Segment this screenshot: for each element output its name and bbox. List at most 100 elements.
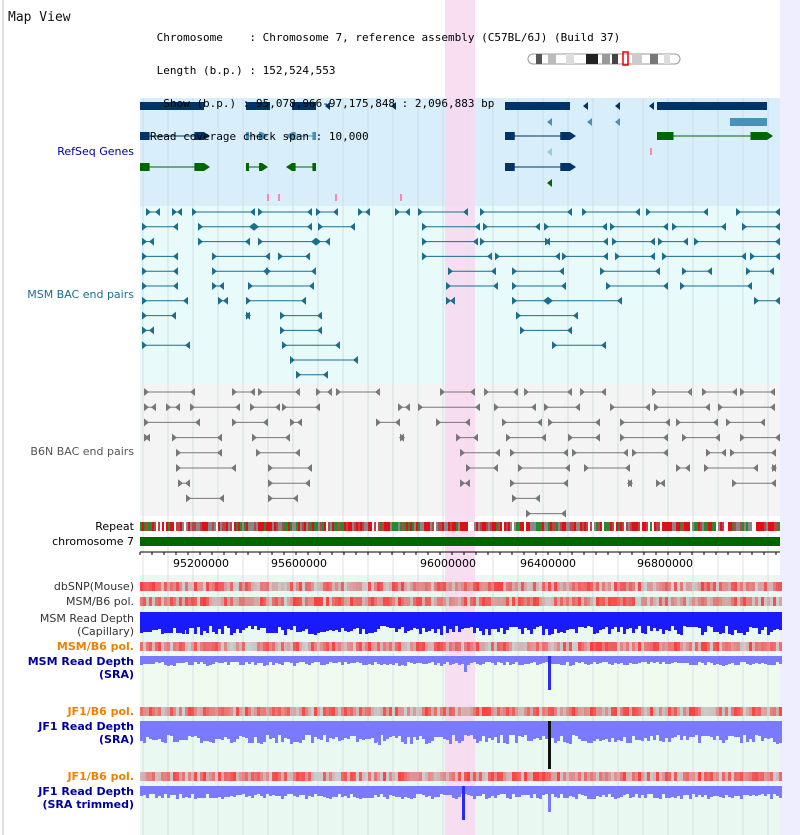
msm-capillary-depth-bar: [407, 612, 410, 631]
repeat-segment: [142, 522, 144, 531]
msm-b6-pol-cell: [677, 597, 680, 606]
msm-b6-pol-cell: [263, 642, 266, 651]
repeat-segment: [402, 522, 404, 531]
msm-sra-depth-bar: [776, 656, 779, 662]
msm-capillary-depth-bar: [422, 612, 425, 628]
msm-bac-end: [422, 237, 427, 246]
jf1-b6-pol-cell: [635, 772, 638, 781]
refseq-track-label[interactable]: RefSeq Genes: [57, 145, 134, 158]
b6n-bac-end: [250, 388, 255, 396]
jf1-b6-pol-cell: [308, 707, 311, 716]
jf1-trimmed-depth-bar: [512, 786, 515, 794]
jf1-b6-pol-cell: [221, 772, 224, 781]
jf1-trimmed-depth-bar: [353, 786, 356, 797]
b6n-bac-track-label[interactable]: B6N BAC end pairs: [30, 445, 134, 458]
dbsnp-cell: [320, 582, 323, 591]
msm-b6-pol-cell: [440, 642, 443, 651]
b6n-bac-end: [405, 403, 410, 412]
msm-bac-track-label[interactable]: MSM BAC end pairs: [27, 288, 134, 301]
msm-sra-depth-bar: [704, 656, 707, 665]
repeat-segment: [494, 522, 496, 531]
msm-b6-pol-cell: [374, 642, 377, 651]
jf1-trimmed-depth-bar: [584, 786, 587, 796]
jf1-trimmed-depth-bar: [698, 786, 701, 795]
repeat-segment: [198, 522, 200, 531]
jf1-sra-depth-bar: [608, 721, 611, 742]
msm-sra-depth-bar: [380, 656, 383, 665]
jf1-trimmed-depth-bar: [446, 786, 449, 795]
jf1-read-depth-trim-label[interactable]: JF1 Read Depth: [38, 785, 134, 798]
jf1-b6-pol-cell: [197, 772, 200, 781]
jf1-trimmed-depth-bar: [359, 786, 362, 799]
jf1-trimmed-depth-bar: [419, 786, 422, 794]
jf1-sra-depth-bar: [161, 721, 164, 742]
msm-sra-depth-bar: [383, 656, 386, 664]
msm-capillary-depth-bar: [329, 612, 332, 630]
repeat-segment: [358, 522, 360, 531]
msm-b6-pol-cell: [770, 597, 773, 606]
b6n-bac-end: [713, 418, 718, 427]
msm-sra-depth-bar: [506, 656, 509, 662]
jf1-sra-depth-bar: [320, 721, 323, 740]
dbsnp-cell: [545, 582, 548, 591]
msm-b6-pol-cell: [698, 642, 701, 651]
dbsnp-track-label[interactable]: dbSNP(Mouse): [53, 580, 134, 593]
msm-capillary-depth-bar: [398, 612, 401, 629]
jf1-read-depth-sra-label[interactable]: JF1 Read Depth: [38, 720, 134, 733]
repeat-segment: [612, 522, 614, 531]
jf1-b6-pol-label-2[interactable]: JF1/B6 pol.: [67, 770, 134, 783]
jf1-sra-depth-bar: [329, 721, 332, 738]
msm-b6-pol-cell: [185, 597, 188, 606]
msm-bac-end: [142, 267, 147, 276]
repeat-segment: [642, 522, 644, 531]
b6n-bac-end: [145, 433, 150, 442]
jf1-b6-pol-cell: [545, 772, 548, 781]
dbsnp-cell: [149, 582, 152, 591]
msm-read-depth-sra-label[interactable]: MSM Read Depth: [27, 655, 134, 668]
jf1-b6-pol-cell: [347, 707, 350, 716]
jf1-sra-depth-bar: [563, 721, 566, 742]
msm-b6-pol-label[interactable]: MSM/B6 pol.: [66, 595, 134, 608]
msm-b6-pol-cell: [356, 642, 359, 651]
msm-b6-pol-cell: [617, 597, 620, 606]
jf1-sra-depth-bar: [395, 721, 398, 738]
b6n-bac-end: [466, 464, 471, 472]
b6n-bac-end: [531, 403, 536, 412]
msm-b6-pol-cell: [590, 642, 593, 651]
jf1-b6-pol-cell: [155, 772, 158, 781]
msm-sra-depth-bar: [629, 656, 632, 663]
repeat-segment: [522, 522, 524, 531]
msm-b6-pol-cell: [554, 642, 557, 651]
jf1-sra-depth-bar: [656, 721, 659, 735]
jf1-sra-depth-bar: [263, 721, 266, 742]
repeat-segment: [398, 522, 400, 531]
repeat-segment: [474, 522, 476, 531]
msm-sra-depth-bar: [719, 656, 722, 665]
dbsnp-cell: [686, 582, 689, 591]
jf1-trimmed-depth-bar: [467, 786, 470, 795]
msm-b6-pol-label-2[interactable]: MSM/B6 pol.: [56, 640, 134, 653]
dbsnp-cell: [368, 582, 371, 591]
msm-b6-pol-cell: [362, 597, 365, 606]
msm-capillary-depth-bar: [641, 612, 644, 633]
msm-b6-pol-cell: [575, 642, 578, 651]
b6n-bac-end: [561, 509, 566, 518]
msm-sra-depth-bar: [524, 656, 527, 664]
jf1-b6-pol-label[interactable]: JF1/B6 pol.: [67, 705, 134, 718]
repeat-segment: [208, 522, 210, 531]
msm-b6-pol-cell: [524, 597, 527, 606]
msm-read-depth-cap-label[interactable]: MSM Read Depth: [39, 612, 134, 625]
msm-sra-depth-bar: [566, 656, 569, 662]
msm-capillary-depth-bar: [677, 612, 680, 634]
msm-b6-pol-cell: [392, 597, 395, 606]
jf1-trimmed-depth-bar: [320, 786, 323, 796]
msm-b6-pol-cell: [497, 642, 500, 651]
msm-bac-end: [316, 208, 321, 216]
jf1-b6-pol-cell: [248, 707, 251, 716]
msm-b6-pol-cell: [182, 642, 185, 651]
dbsnp-cell: [671, 582, 674, 591]
msm-sra-depth-bar: [212, 656, 215, 664]
msm-b6-pol-cell: [761, 597, 764, 606]
jf1-b6-pol-cell: [758, 772, 761, 781]
